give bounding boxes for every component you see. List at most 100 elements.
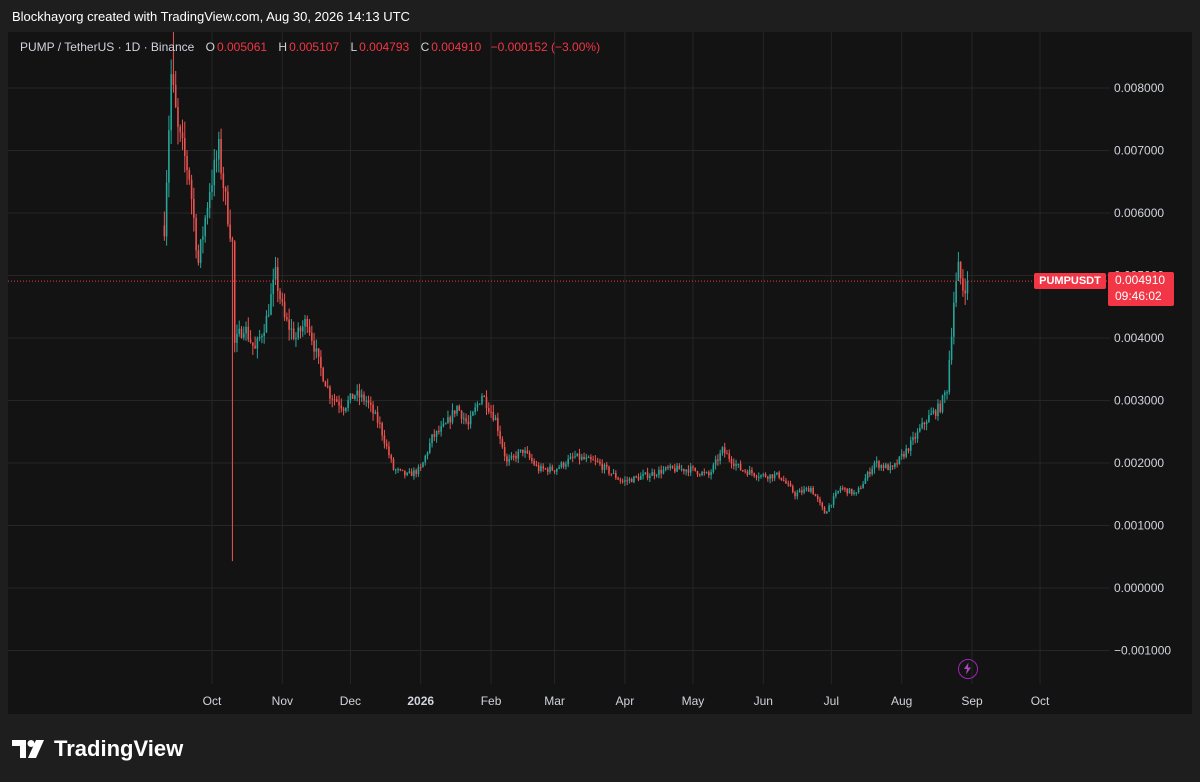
candle-body	[231, 238, 234, 242]
candle-body	[717, 459, 719, 461]
candle-body	[174, 84, 177, 108]
x-tick-label: Aug	[891, 694, 912, 708]
candle-body	[721, 447, 724, 453]
candle-body	[449, 417, 452, 423]
x-tick-label: 2026	[407, 694, 434, 708]
candle-body	[535, 464, 538, 466]
close-label: C	[420, 40, 430, 54]
candle-body	[773, 474, 776, 479]
candles	[163, 32, 969, 562]
candle-body	[204, 217, 206, 237]
candle-body	[406, 472, 408, 476]
candle-body	[671, 465, 674, 469]
candle-body	[914, 437, 917, 439]
candle-body	[276, 266, 279, 291]
candlestick-chart[interactable]: 0.0080000.0070000.0060000.0050000.004000…	[8, 32, 1192, 714]
candle-body	[701, 472, 703, 476]
x-tick-label: Sep	[961, 694, 983, 708]
candle-body	[524, 450, 526, 454]
candle-body	[823, 507, 826, 514]
candle-body	[537, 465, 540, 471]
symbol-label[interactable]: PUMP / TetherUS · 1D · Binance	[20, 40, 195, 54]
candle-body	[218, 138, 220, 160]
candle-body	[730, 459, 733, 464]
tradingview-brand: TradingView	[54, 736, 184, 761]
candle-body	[628, 478, 631, 481]
candle-body	[385, 443, 388, 447]
candle-body	[456, 406, 458, 414]
candle-body	[703, 472, 706, 474]
candle-body	[208, 192, 211, 208]
candle-body	[286, 317, 288, 320]
candle-body	[930, 413, 932, 416]
candle-body	[630, 478, 633, 483]
candle-body	[428, 443, 431, 453]
candle-body	[585, 457, 588, 459]
candle-body	[415, 470, 417, 474]
candle-body	[887, 464, 889, 471]
candle-body	[941, 395, 944, 412]
candle-body	[848, 488, 851, 494]
candle-body	[299, 327, 302, 332]
candle-body	[458, 406, 461, 411]
candle-body	[508, 458, 510, 462]
tradingview-logo-icon	[12, 740, 44, 758]
candle-body	[390, 455, 393, 460]
chart-credit: Blockhayorg created with TradingView.com…	[12, 9, 410, 24]
candle-body	[517, 451, 520, 459]
candle-body	[168, 130, 170, 183]
candle-body	[905, 448, 908, 457]
candle-body	[855, 492, 858, 494]
candle-body	[363, 394, 365, 401]
candle-body	[202, 236, 204, 240]
lightning-icon[interactable]	[958, 659, 978, 679]
candle-body	[256, 338, 259, 349]
candle-body	[860, 488, 862, 490]
candle-body	[335, 399, 338, 402]
candle-body	[583, 456, 585, 459]
candle-body	[694, 467, 697, 472]
candle-body	[236, 333, 238, 343]
candle-body	[497, 417, 499, 432]
candle-body	[678, 465, 681, 470]
candle-body	[431, 434, 433, 444]
candle-body	[206, 207, 209, 218]
candle-body	[687, 469, 690, 473]
candle-body	[928, 415, 930, 423]
candle-body	[900, 453, 903, 457]
candle-body	[798, 490, 801, 493]
candle-body	[644, 472, 647, 474]
candle-body	[322, 367, 324, 382]
candle-body	[374, 412, 377, 414]
time-axis: Oct Nov Dec 2026 Feb Mar Apr May Jun Jul Aug Sep Oct	[203, 694, 1050, 708]
candle-body	[267, 314, 270, 316]
candle-body	[646, 472, 649, 479]
candle-body	[739, 463, 742, 471]
y-tick-label: −0.001000	[1114, 644, 1171, 658]
candle-body	[404, 470, 406, 476]
candle-body	[680, 468, 683, 470]
candle-body	[304, 318, 306, 327]
candle-body	[869, 471, 871, 475]
candle-body	[556, 468, 558, 472]
candle-body	[297, 327, 300, 339]
tradingview-logo[interactable]: TradingView	[12, 736, 183, 762]
candle-body	[662, 469, 665, 474]
candle-body	[224, 187, 227, 192]
candle-body	[878, 461, 880, 468]
chart-area[interactable]: 0.0080000.0070000.0060000.0050000.004000…	[8, 32, 1192, 714]
candle-body	[950, 336, 953, 361]
candle-body	[696, 471, 699, 475]
candle-body	[370, 402, 372, 405]
candle-body	[789, 483, 792, 487]
candle-body	[177, 107, 179, 127]
candle-body	[791, 486, 794, 493]
candle-body	[249, 339, 252, 343]
candle-body	[676, 465, 678, 472]
candle-body	[853, 492, 855, 495]
candle-body	[669, 465, 672, 468]
candle-body	[864, 478, 867, 484]
candle-body	[674, 468, 676, 472]
candle-body	[240, 328, 243, 338]
candle-body	[551, 466, 554, 471]
